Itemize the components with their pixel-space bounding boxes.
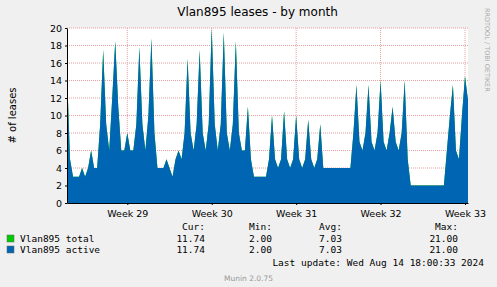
x-tick-mark: [212, 203, 213, 205]
y-tick-mark: [65, 186, 67, 187]
x-tick-label: Week 31: [276, 208, 317, 219]
legend-header: Min:: [249, 221, 272, 232]
legend-swatch: [7, 235, 14, 242]
y-tick-label: 4: [56, 163, 62, 174]
chart: Week 29 Week 30 Week 31 Week 32 Week 33 0 2 4 6 8…: [0, 0, 497, 287]
grid-line: [67, 115, 468, 116]
y-tick-mark: [65, 151, 67, 152]
y-tick: 10: [50, 110, 67, 121]
y-tick-label: 10: [50, 110, 62, 121]
y-tick-mark: [65, 63, 67, 64]
legend-label: Vlan895 total: [20, 233, 94, 244]
x-tick: Week 32: [360, 203, 401, 219]
x-tick: Week 31: [276, 203, 317, 219]
y-tick-mark: [65, 98, 67, 99]
x-axis: Week 29 Week 30 Week 31 Week 32 Week 33: [68, 203, 487, 219]
legend-stat: 2.00: [249, 233, 272, 244]
watermark: RRDTOOL / TOBI OETIKER: [483, 8, 491, 92]
y-tick-mark: [65, 81, 67, 82]
legend-stat: 21.00: [429, 244, 458, 255]
x-tick-label: Week 32: [360, 208, 401, 219]
y-tick-label: 2: [56, 180, 62, 191]
series-group: [67, 28, 468, 203]
x-tick: Week 33: [445, 203, 486, 219]
y-axis: 0 2 4 6 8 10 12 14 16 18 20: [50, 23, 68, 209]
y-axis-line: [67, 29, 68, 204]
legend: Cur: Min: Avg: Max: Vlan895 total 11.74 2.00 7.…: [7, 221, 458, 255]
legend-header: Cur:: [182, 221, 205, 232]
legend-swatch: [7, 246, 14, 253]
y-tick: 0: [56, 198, 67, 209]
legend-stat: 2.00: [249, 244, 272, 255]
y-tick-label: 0: [56, 198, 62, 209]
y-tick-mark: [65, 46, 67, 47]
grid: [67, 28, 468, 203]
y-tick: 14: [50, 75, 67, 86]
y-tick: 12: [50, 93, 67, 104]
last-update: Last update: Wed Aug 14 18:00:33 2024: [272, 257, 484, 268]
y-tick: 18: [50, 40, 67, 51]
y-tick: 8: [56, 128, 67, 139]
legend-header: Max:: [435, 221, 458, 232]
x-tick: Week 30: [192, 203, 233, 219]
x-tick-mark: [127, 203, 128, 205]
background: [0, 0, 497, 287]
legend-label: Vlan895 active: [20, 244, 100, 255]
y-tick-mark: [65, 133, 67, 134]
x-tick: Week 29: [107, 203, 148, 219]
y-tick-mark: [65, 168, 67, 169]
x-tick-mark: [465, 203, 466, 205]
y-tick: 6: [56, 145, 67, 156]
y-tick-label: 8: [56, 128, 62, 139]
y-tick-label: 20: [50, 23, 62, 34]
legend-header: Avg:: [319, 221, 342, 232]
credit: Munin 2.0.75: [224, 274, 273, 283]
series-area: [67, 28, 468, 203]
y-tick: 20: [50, 23, 67, 34]
x-tick-label: Week 33: [445, 208, 486, 219]
title: Vlan895 leases - by month: [177, 5, 338, 19]
plot-area: [67, 28, 468, 203]
y-tick-label: 14: [50, 75, 62, 86]
x-tick-mark: [381, 203, 382, 205]
legend-stat: 21.00: [429, 233, 458, 244]
y-tick: 16: [50, 58, 67, 69]
grid-line: [67, 45, 468, 46]
x-axis-line: [68, 203, 469, 204]
y-tick: 2: [56, 180, 67, 191]
x-tick-label: Week 29: [107, 208, 148, 219]
series-area: [67, 28, 468, 203]
x-tick-mark: [296, 203, 297, 205]
y-tick-mark: [65, 28, 67, 29]
y-tick-mark: [65, 116, 67, 117]
legend-stat: 11.74: [176, 233, 205, 244]
y-tick: 4: [56, 163, 67, 174]
x-tick-label: Week 30: [192, 208, 233, 219]
y-tick-label: 16: [50, 58, 62, 69]
y-axis-title: # of leases: [7, 87, 18, 143]
legend-stat: 7.03: [319, 233, 342, 244]
y-tick-mark: [65, 203, 67, 204]
y-tick-label: 6: [56, 145, 62, 156]
y-tick-label: 12: [50, 93, 62, 104]
y-tick-label: 18: [50, 40, 62, 51]
legend-stat: 11.74: [176, 244, 205, 255]
legend-stat: 7.03: [319, 244, 342, 255]
